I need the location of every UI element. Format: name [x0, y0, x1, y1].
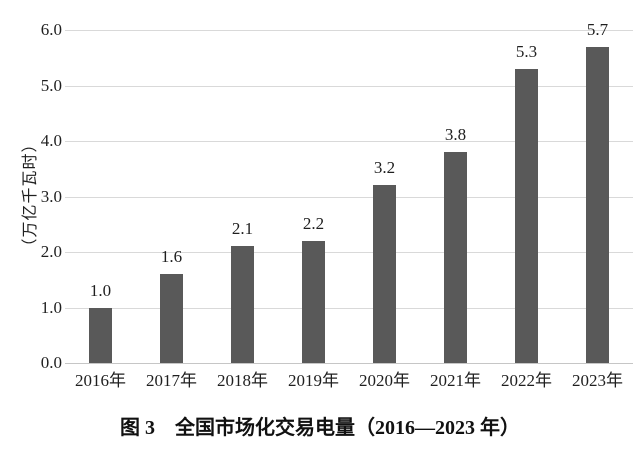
y-tick-label: 4.0	[40, 131, 62, 150]
gridline	[65, 196, 633, 198]
x-tick-label: 2018年	[217, 371, 268, 390]
x-tick-label: 2019年	[288, 371, 339, 390]
bar-value-label: 1.0	[89, 280, 112, 300]
gridline	[65, 141, 633, 142]
y-tick-label: 6.0	[40, 20, 62, 39]
y-tick-label: 0.0	[40, 353, 62, 372]
x-axis-line	[65, 363, 633, 364]
x-tick-label: 2023年	[572, 371, 623, 390]
bar-value-label: 2.2	[302, 213, 325, 233]
bar	[89, 307, 112, 363]
bar-value-label: 5.3	[515, 41, 538, 61]
bar	[231, 246, 254, 363]
x-tick-label: 2021年	[430, 371, 481, 390]
bar	[160, 274, 183, 363]
bar	[373, 185, 396, 363]
bar-value-label: 3.8	[444, 125, 467, 145]
y-tick-label: 2.0	[40, 242, 62, 261]
bar	[444, 152, 467, 363]
chart-caption: 图 3 全国市场化交易电量（2016—2023 年）	[120, 417, 520, 439]
gridline	[65, 252, 633, 253]
bar-value-label: 5.7	[586, 19, 609, 39]
bar-value-label: 2.1	[231, 219, 254, 239]
x-tick-label: 2020年	[359, 371, 410, 390]
gridline	[65, 307, 633, 309]
gridline	[65, 30, 633, 31]
bar	[302, 240, 325, 363]
x-tick-label: 2016年	[75, 371, 126, 390]
y-tick-label: 1.0	[40, 297, 62, 317]
bar	[586, 46, 609, 363]
x-tick-label: 2017年	[146, 371, 197, 390]
y-tick-label: 3.0	[40, 186, 62, 206]
bar-value-label: 1.6	[160, 247, 183, 267]
bar	[515, 68, 538, 363]
bar-value-label: 3.2	[373, 158, 396, 178]
x-tick-label: 2022年	[501, 371, 552, 390]
gridline	[65, 85, 633, 87]
y-tick-label: 5.0	[40, 75, 62, 95]
